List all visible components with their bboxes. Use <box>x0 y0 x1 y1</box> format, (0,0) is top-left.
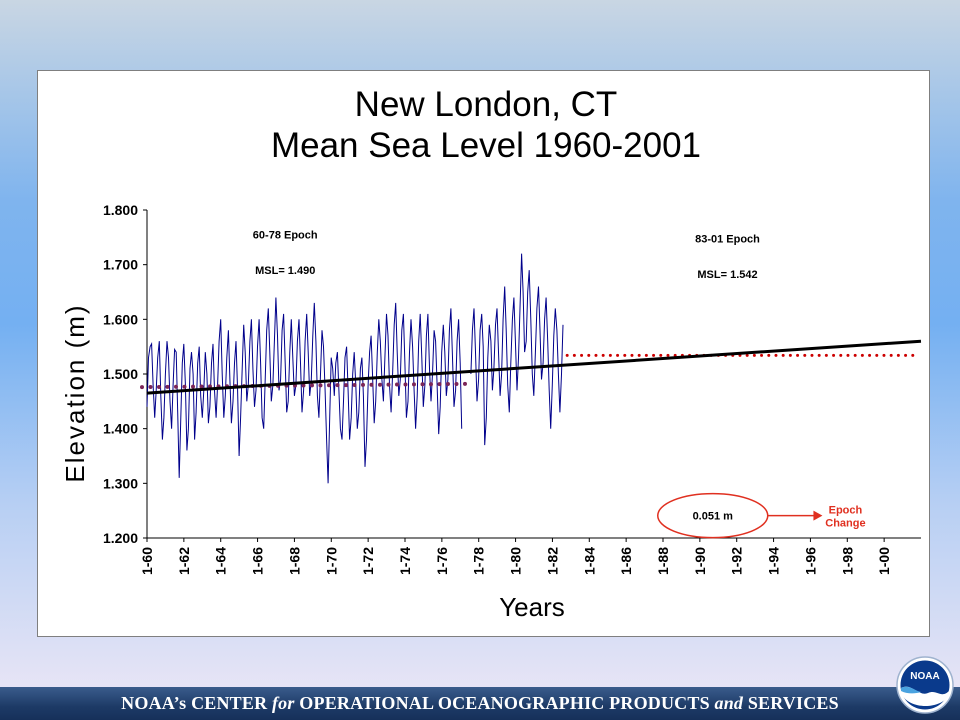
x-tick-label: 1-70 <box>323 547 339 575</box>
x-tick-label: 1-74 <box>397 547 413 575</box>
footer-for: for <box>271 693 295 713</box>
annotation-msl-83-01: MSL= 1.542 <box>697 269 757 281</box>
x-tick-label: 1-90 <box>692 547 708 575</box>
x-tick-label: 1-98 <box>839 547 855 575</box>
x-tick-label: 1-64 <box>213 547 229 575</box>
y-tick-label: 1.600 <box>103 311 138 327</box>
x-tick-label: 1-72 <box>360 547 376 575</box>
x-tick-label: 1-84 <box>581 547 597 575</box>
annotation-msl-60-78: MSL= 1.490 <box>255 265 315 277</box>
series-trend-line <box>146 339 922 395</box>
footer-text: NOAA’s CENTER for OPERATIONAL OCEANOGRAP… <box>0 693 960 714</box>
annotation-epoch-60-78: 60-78 Epoch <box>253 230 318 242</box>
annotation-epoch-83-01: 83-01 Epoch <box>695 233 760 245</box>
noaa-logo-icon: NOAA <box>896 656 954 714</box>
x-tick-label: 1-92 <box>729 547 745 575</box>
x-tick-label: 1-94 <box>766 547 782 575</box>
x-tick-label: 1-66 <box>250 547 266 575</box>
annotation-epoch-change-line: Change <box>825 517 865 529</box>
y-tick-label: 1.700 <box>103 257 138 273</box>
y-tick-label: 1.300 <box>103 475 138 491</box>
epoch-change-arrow-head <box>813 510 823 521</box>
x-tick-label: 1-60 <box>139 547 155 575</box>
x-tick-label: 1-88 <box>655 547 671 575</box>
y-tick-label: 1.400 <box>103 421 138 437</box>
y-tick-label: 1.500 <box>103 366 138 382</box>
x-tick-label: 1-96 <box>802 547 818 575</box>
x-tick-label: 1-80 <box>508 547 524 575</box>
footer-bar: NOAA’s CENTER for OPERATIONAL OCEANOGRAP… <box>0 687 960 720</box>
y-tick-label: 1.200 <box>103 530 138 546</box>
footer-and: and <box>714 693 744 713</box>
annotation-epoch-difference: 0.051 m <box>693 511 734 523</box>
chart-panel: New London, CT Mean Sea Level 1960-2001 … <box>37 70 930 637</box>
plot-area: 1.200 1.300 1.400 1.500 1.600 1.700 1.800 1-60 1… <box>103 202 922 575</box>
y-axis-title: Elevation (m) <box>60 303 90 482</box>
series-monthly-msl-line <box>146 297 463 484</box>
x-tick-label: 1-76 <box>434 547 450 575</box>
footer-part-2: OPERATIONAL OCEANOGRAPHIC PRODUCTS <box>294 693 715 713</box>
chart-title-line-1: New London, CT <box>355 85 618 124</box>
x-tick-label: 1-62 <box>176 547 192 575</box>
x-tick-label: 1-82 <box>544 547 560 575</box>
y-tick-label: 1.800 <box>103 202 138 218</box>
chart-title-line-2: Mean Sea Level 1960-2001 <box>271 126 701 165</box>
footer-part-3: SERVICES <box>743 693 839 713</box>
series-monthly-msl-line <box>470 253 564 446</box>
x-tick-label: 1-86 <box>618 547 634 575</box>
x-axis-title: Years <box>499 592 565 622</box>
x-tick-label: 1-68 <box>286 547 302 575</box>
noaa-logo-text: NOAA <box>910 671 939 682</box>
chart: New London, CT Mean Sea Level 1960-2001 … <box>60 85 922 622</box>
series-epoch-60-78-line <box>140 381 470 390</box>
footer-part-1: NOAA’s CENTER <box>121 693 272 713</box>
x-tick-label: 1-00 <box>876 547 892 575</box>
x-tick-label: 1-78 <box>471 547 487 575</box>
annotation-epoch-change-line: Epoch <box>829 504 863 516</box>
